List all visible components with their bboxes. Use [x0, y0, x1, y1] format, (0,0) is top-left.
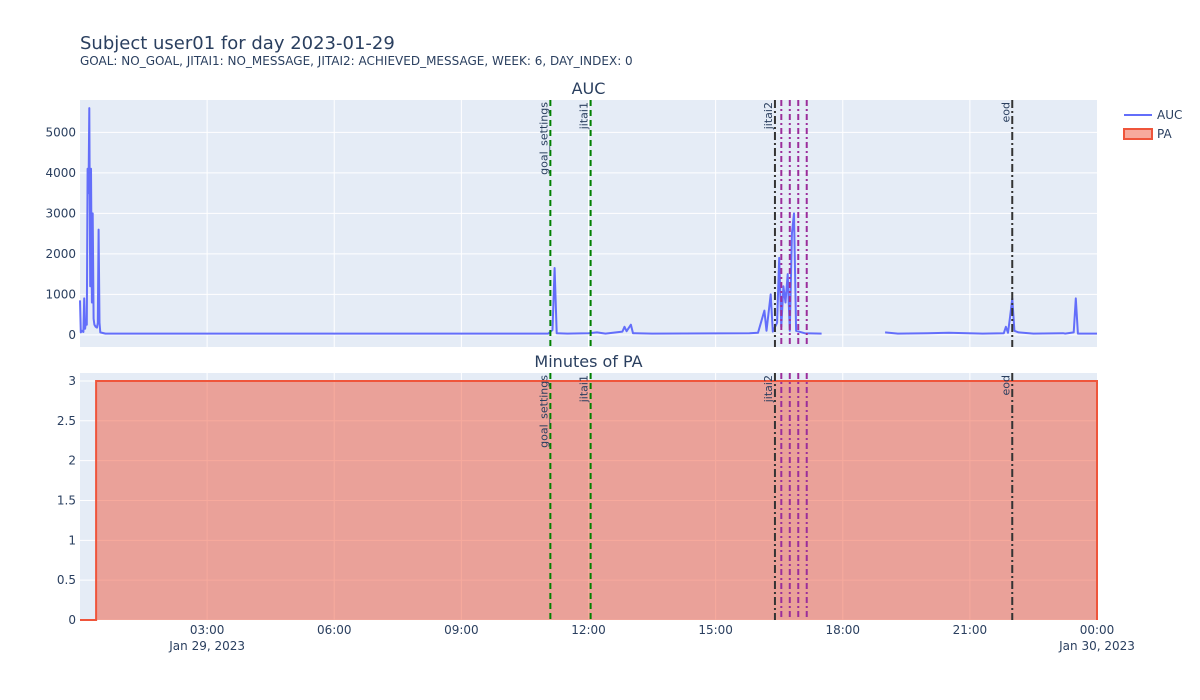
event-label: eod: [999, 102, 1012, 122]
legend-swatch-pa: [1123, 128, 1153, 140]
y-tick-label: 5000: [45, 125, 76, 139]
y-tick-label: 2: [68, 454, 76, 468]
legend-label: AUC: [1157, 108, 1182, 122]
y-tick-label: 0: [68, 328, 76, 342]
x-tick-label: 03:00: [190, 623, 225, 637]
y-tick-label: 4000: [45, 166, 76, 180]
x-tick-label: 00:00: [1080, 623, 1115, 637]
y-tick-label: 2.5: [57, 414, 76, 428]
auc-panel: 0 1000 2000 3000 4000 5000 AUC goal_settings jit…: [45, 79, 1097, 347]
chart-title: Subject user01 for day 2023-01-29: [80, 33, 395, 54]
pa-area: [80, 381, 1097, 620]
auc-line: [79, 107, 822, 335]
y-tick-label: 1000: [45, 287, 76, 301]
y-tick-label: 0: [68, 613, 76, 627]
x-tick-label: 06:00: [317, 623, 352, 637]
event-label: jitai1: [578, 102, 591, 130]
x-tick-label: 15:00: [698, 623, 733, 637]
x-tick-label: 09:00: [444, 623, 479, 637]
event-label: jitai1: [578, 375, 591, 403]
x-tick-label: 12:00: [571, 623, 606, 637]
pa-panel: 0 0.5 1 1.5 2 2.5 3 Minutes of PA goal_settings j…: [57, 352, 1135, 653]
event-label: eod: [999, 375, 1012, 395]
chart-subtitle: GOAL: NO_GOAL, JITAI1: NO_MESSAGE, JITAI…: [80, 54, 633, 68]
legend-label: PA: [1157, 127, 1172, 141]
event-label: jitai2: [762, 102, 775, 130]
panel-title: AUC: [572, 79, 606, 98]
x-tick-label: 21:00: [953, 623, 988, 637]
y-tick-label: 2000: [45, 247, 76, 261]
pa-line: [80, 380, 1098, 621]
y-tick-label: 1: [68, 533, 76, 547]
x-tick-label: 18:00: [825, 623, 860, 637]
panel-title: Minutes of PA: [534, 352, 642, 371]
legend: AUC PA: [1123, 108, 1182, 141]
y-tick-label: 1.5: [57, 493, 76, 507]
y-tick-label: 0.5: [57, 573, 76, 587]
event-label: goal_settings: [537, 102, 550, 175]
y-tick-label: 3: [68, 374, 76, 388]
event-label: goal_settings: [537, 375, 550, 448]
x-tick-date-label: Jan 30, 2023: [1058, 639, 1135, 653]
y-tick-label: 3000: [45, 206, 76, 220]
event-label: jitai2: [762, 375, 775, 403]
x-tick-date-label: Jan 29, 2023: [168, 639, 245, 653]
